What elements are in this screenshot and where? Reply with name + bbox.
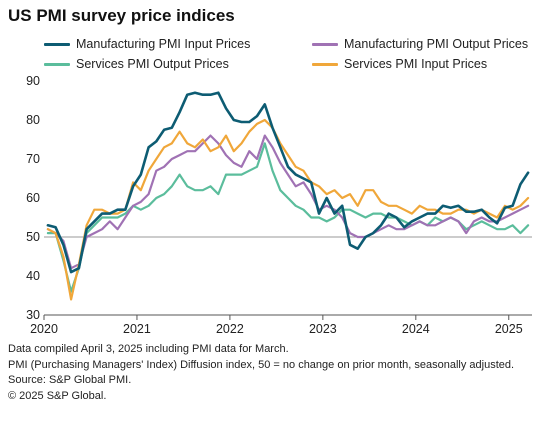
note-data-compiled: Data compiled April 3, 2025 including PM… [8,343,289,355]
legend-label-services-input: Services PMI Input Prices [344,57,488,71]
legend-swatch-services-output [44,62,70,66]
legend-swatch-manufacturing-input [44,42,70,46]
legend-label-services-output: Services PMI Output Prices [76,57,229,71]
y-tick-label: 40 [26,269,40,283]
x-tick-label: 2024 [402,322,430,336]
x-tick-label: 2020 [30,322,58,336]
x-tick-label: 2023 [309,322,337,336]
chart-legend: Manufacturing PMI Input Prices Manufactu… [0,36,553,76]
y-tick-label: 60 [26,191,40,205]
legend-label-manufacturing-input: Manufacturing PMI Input Prices [76,37,251,51]
x-tick-label: 2022 [216,322,244,336]
note-diffusion-index: PMI (Purchasing Managers' Index) Diffusi… [8,358,515,371]
x-tick-label: 2025 [495,322,523,336]
legend-swatch-services-input [312,62,338,66]
legend-item-manufacturing-output: Manufacturing PMI Output Prices [312,37,528,51]
y-tick-label: 50 [26,230,40,244]
y-tick-label: 80 [26,113,40,127]
legend-swatch-manufacturing-output [312,42,338,46]
chart-title: US PMI survey price indices [8,6,235,25]
y-tick-label: 90 [26,74,40,88]
series-line-manufacturing-input [46,91,530,274]
legend-item-services-input: Services PMI Input Prices [312,57,487,71]
series-line-manufacturing-output [46,134,530,270]
legend-item-manufacturing-input: Manufacturing PMI Input Prices [44,37,250,51]
y-tick-label: 70 [26,152,40,166]
legend-item-services-output: Services PMI Output Prices [44,57,229,71]
chart-series-lines [46,91,530,301]
legend-label-manufacturing-output: Manufacturing PMI Output Prices [344,37,529,51]
line-chart: 30 40 50 60 70 80 90 2020 2021 2022 2023 2024 2025 [26,74,532,336]
chart-notes: Data compiled April 3, 2025 including PM… [8,342,514,404]
y-tick-label: 30 [26,308,40,322]
note-copyright: © 2025 S&P Global. [8,389,107,402]
note-source: Source: S&P Global PMI. [8,374,132,386]
chart-axes: 30 40 50 60 70 80 90 2020 2021 2022 2023 2024 2025 [26,74,532,336]
x-tick-label: 2021 [123,322,151,336]
